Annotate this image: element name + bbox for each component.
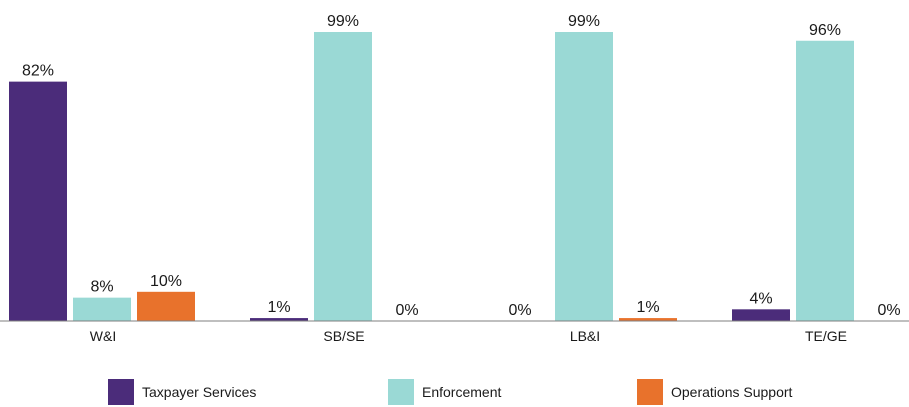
category-label-lbandi: LB&I <box>570 328 600 344</box>
bar-wandi-operations-support <box>137 292 195 321</box>
bar-te-ge-taxpayer-services <box>732 309 790 321</box>
legend-swatch-enforcement <box>388 379 414 405</box>
bar-lbandi-enforcement <box>555 32 613 321</box>
category-label-wandi: W&I <box>90 328 116 344</box>
legend-label-taxpayer-services: Taxpayer Services <box>142 384 256 400</box>
value-label-lbandi-enforcement: 99% <box>568 13 600 30</box>
category-labels-layer: W&I SB/SE LB&I TE/GE <box>90 328 847 344</box>
bar-te-ge-enforcement <box>796 41 854 321</box>
value-label-te-ge-taxpayer-services: 4% <box>749 290 772 307</box>
category-label-te-ge: TE/GE <box>805 328 847 344</box>
value-label-wandi-operations-support: 10% <box>150 273 182 290</box>
legend-swatch-operations-support <box>637 379 663 405</box>
value-label-te-ge-operations-support: 0% <box>877 302 900 319</box>
bars-layer <box>9 32 854 321</box>
value-label-wandi-enforcement: 8% <box>90 279 113 296</box>
category-label-sb-se: SB/SE <box>323 328 364 344</box>
value-label-lbandi-operations-support: 1% <box>636 299 659 316</box>
value-label-wandi-taxpayer-services: 82% <box>22 63 54 80</box>
value-label-sb-se-enforcement: 99% <box>327 13 359 30</box>
value-label-sb-se-taxpayer-services: 1% <box>267 299 290 316</box>
legend-label-operations-support: Operations Support <box>671 384 793 400</box>
value-label-sb-se-operations-support: 0% <box>395 302 418 319</box>
value-labels-layer: 82% 8% 10% 1% 99% 0% 0% 99% 1% 4% 96% 0% <box>22 13 901 319</box>
bar-wandi-enforcement <box>73 298 131 321</box>
legend-swatch-taxpayer-services <box>108 379 134 405</box>
value-label-lbandi-taxpayer-services: 0% <box>508 302 531 319</box>
bar-wandi-taxpayer-services <box>9 82 67 321</box>
legend: Taxpayer Services Enforcement Operations S… <box>108 379 793 405</box>
legend-label-enforcement: Enforcement <box>422 384 501 400</box>
bar-sb-se-enforcement <box>314 32 372 321</box>
value-label-te-ge-enforcement: 96% <box>809 22 841 39</box>
